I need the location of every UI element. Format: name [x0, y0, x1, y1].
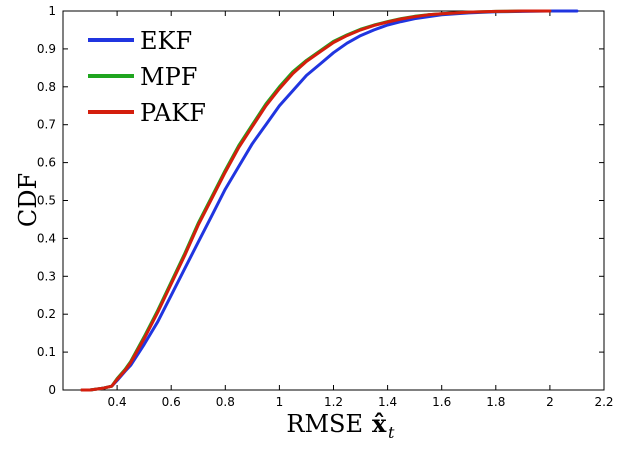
y-tick-label: 0.9: [37, 42, 56, 56]
x-axis-title-text: RMSE: [286, 410, 363, 438]
x-tick-label: 1.4: [378, 395, 397, 409]
x-axis-title-symbol: x̂: [372, 409, 387, 438]
y-tick-label: 0.7: [37, 118, 56, 132]
y-tick-label: 0.5: [37, 194, 56, 208]
axis-ticks: 0.4 0.6 0.8 1 1.2 1.4 1.6 1.8 2 2.2 0 0.1 0.2 0.3 0.4 0…: [37, 4, 614, 409]
y-tick-label: 0: [48, 383, 56, 397]
series-line-pakf: [80, 9, 552, 392]
y-tick-label: 0.6: [37, 156, 56, 170]
y-tick-label: 0.4: [37, 231, 56, 245]
legend-label-mpf: MPF: [140, 63, 197, 91]
y-tick-label: 0.3: [37, 269, 56, 283]
x-axis-title-subscript: t: [388, 423, 395, 442]
x-tick-label: 2: [546, 395, 554, 409]
series-lines: [80, 9, 579, 392]
legend: EKF MPF PAKF: [88, 27, 206, 127]
x-tick-label: 0.4: [108, 395, 127, 409]
x-tick-label: 0.8: [216, 395, 235, 409]
y-tick-label: 0.2: [37, 307, 56, 321]
x-tick-label: 0.6: [162, 395, 181, 409]
legend-label-pakf: PAKF: [140, 99, 206, 127]
x-axis-title: RMSE x̂ t: [286, 409, 395, 442]
x-tick-label: 1.8: [486, 395, 505, 409]
legend-label-ekf: EKF: [140, 27, 192, 55]
y-axis-title: CDF: [14, 173, 42, 227]
y-tick-label: 0.8: [37, 80, 56, 94]
x-tick-label: 1: [276, 395, 284, 409]
y-tick-label: 0.1: [37, 345, 56, 359]
y-tick-label: 1: [48, 4, 56, 18]
x-tick-label: 1.2: [324, 395, 343, 409]
x-tick-label: 2.2: [594, 395, 613, 409]
x-tick-label: 1.6: [432, 395, 451, 409]
